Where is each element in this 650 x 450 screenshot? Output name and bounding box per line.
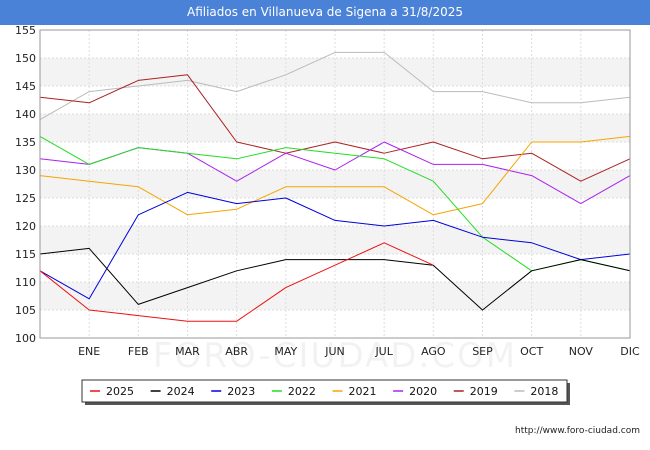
y-tick-label: 125: [15, 192, 36, 205]
x-tick-label: OCT: [520, 345, 543, 358]
line-chart: FORO-CIUDAD.COM 100105110115120125130135…: [0, 0, 650, 450]
legend-label-2019: 2019: [470, 385, 498, 398]
x-tick-label: MAR: [175, 345, 200, 358]
x-tick-label: AGO: [421, 345, 446, 358]
x-tick-label: ENE: [78, 345, 100, 358]
x-tick-label: ABR: [225, 345, 248, 358]
y-tick-label: 135: [15, 136, 36, 149]
x-tick-label: FEB: [128, 345, 149, 358]
y-tick-label: 145: [15, 80, 36, 93]
y-tick-label: 140: [15, 108, 36, 121]
legend-label-2024: 2024: [167, 385, 195, 398]
y-tick-label: 115: [15, 248, 36, 261]
y-tick-label: 110: [15, 276, 36, 289]
legend-label-2018: 2018: [530, 385, 558, 398]
y-tick-label: 150: [15, 52, 36, 65]
x-tick-label: JUN: [324, 345, 345, 358]
y-axis-ticks: 100 105 110 115 120 125 130 135 140 145 150 155: [15, 24, 36, 345]
y-tick-label: 100: [15, 332, 36, 345]
legend-label-2020: 2020: [409, 385, 437, 398]
y-tick-label: 105: [15, 304, 36, 317]
source-url: http://www.foro-ciudad.com: [515, 426, 640, 436]
legend-label-2023: 2023: [227, 385, 255, 398]
legend: 2025 2024 2023 2022 2021 2020 2019 2018: [82, 380, 570, 405]
y-tick-label: 120: [15, 220, 36, 233]
x-tick-label: SEP: [472, 345, 493, 358]
x-tick-label: DIC: [620, 345, 640, 358]
y-tick-label: 130: [15, 164, 36, 177]
x-tick-label: NOV: [569, 345, 594, 358]
x-tick-label: MAY: [274, 345, 297, 358]
legend-label-2022: 2022: [288, 385, 316, 398]
y-tick-label: 155: [15, 24, 36, 37]
legend-label-2025: 2025: [106, 385, 134, 398]
x-tick-label: JUL: [374, 345, 393, 358]
legend-label-2021: 2021: [349, 385, 377, 398]
